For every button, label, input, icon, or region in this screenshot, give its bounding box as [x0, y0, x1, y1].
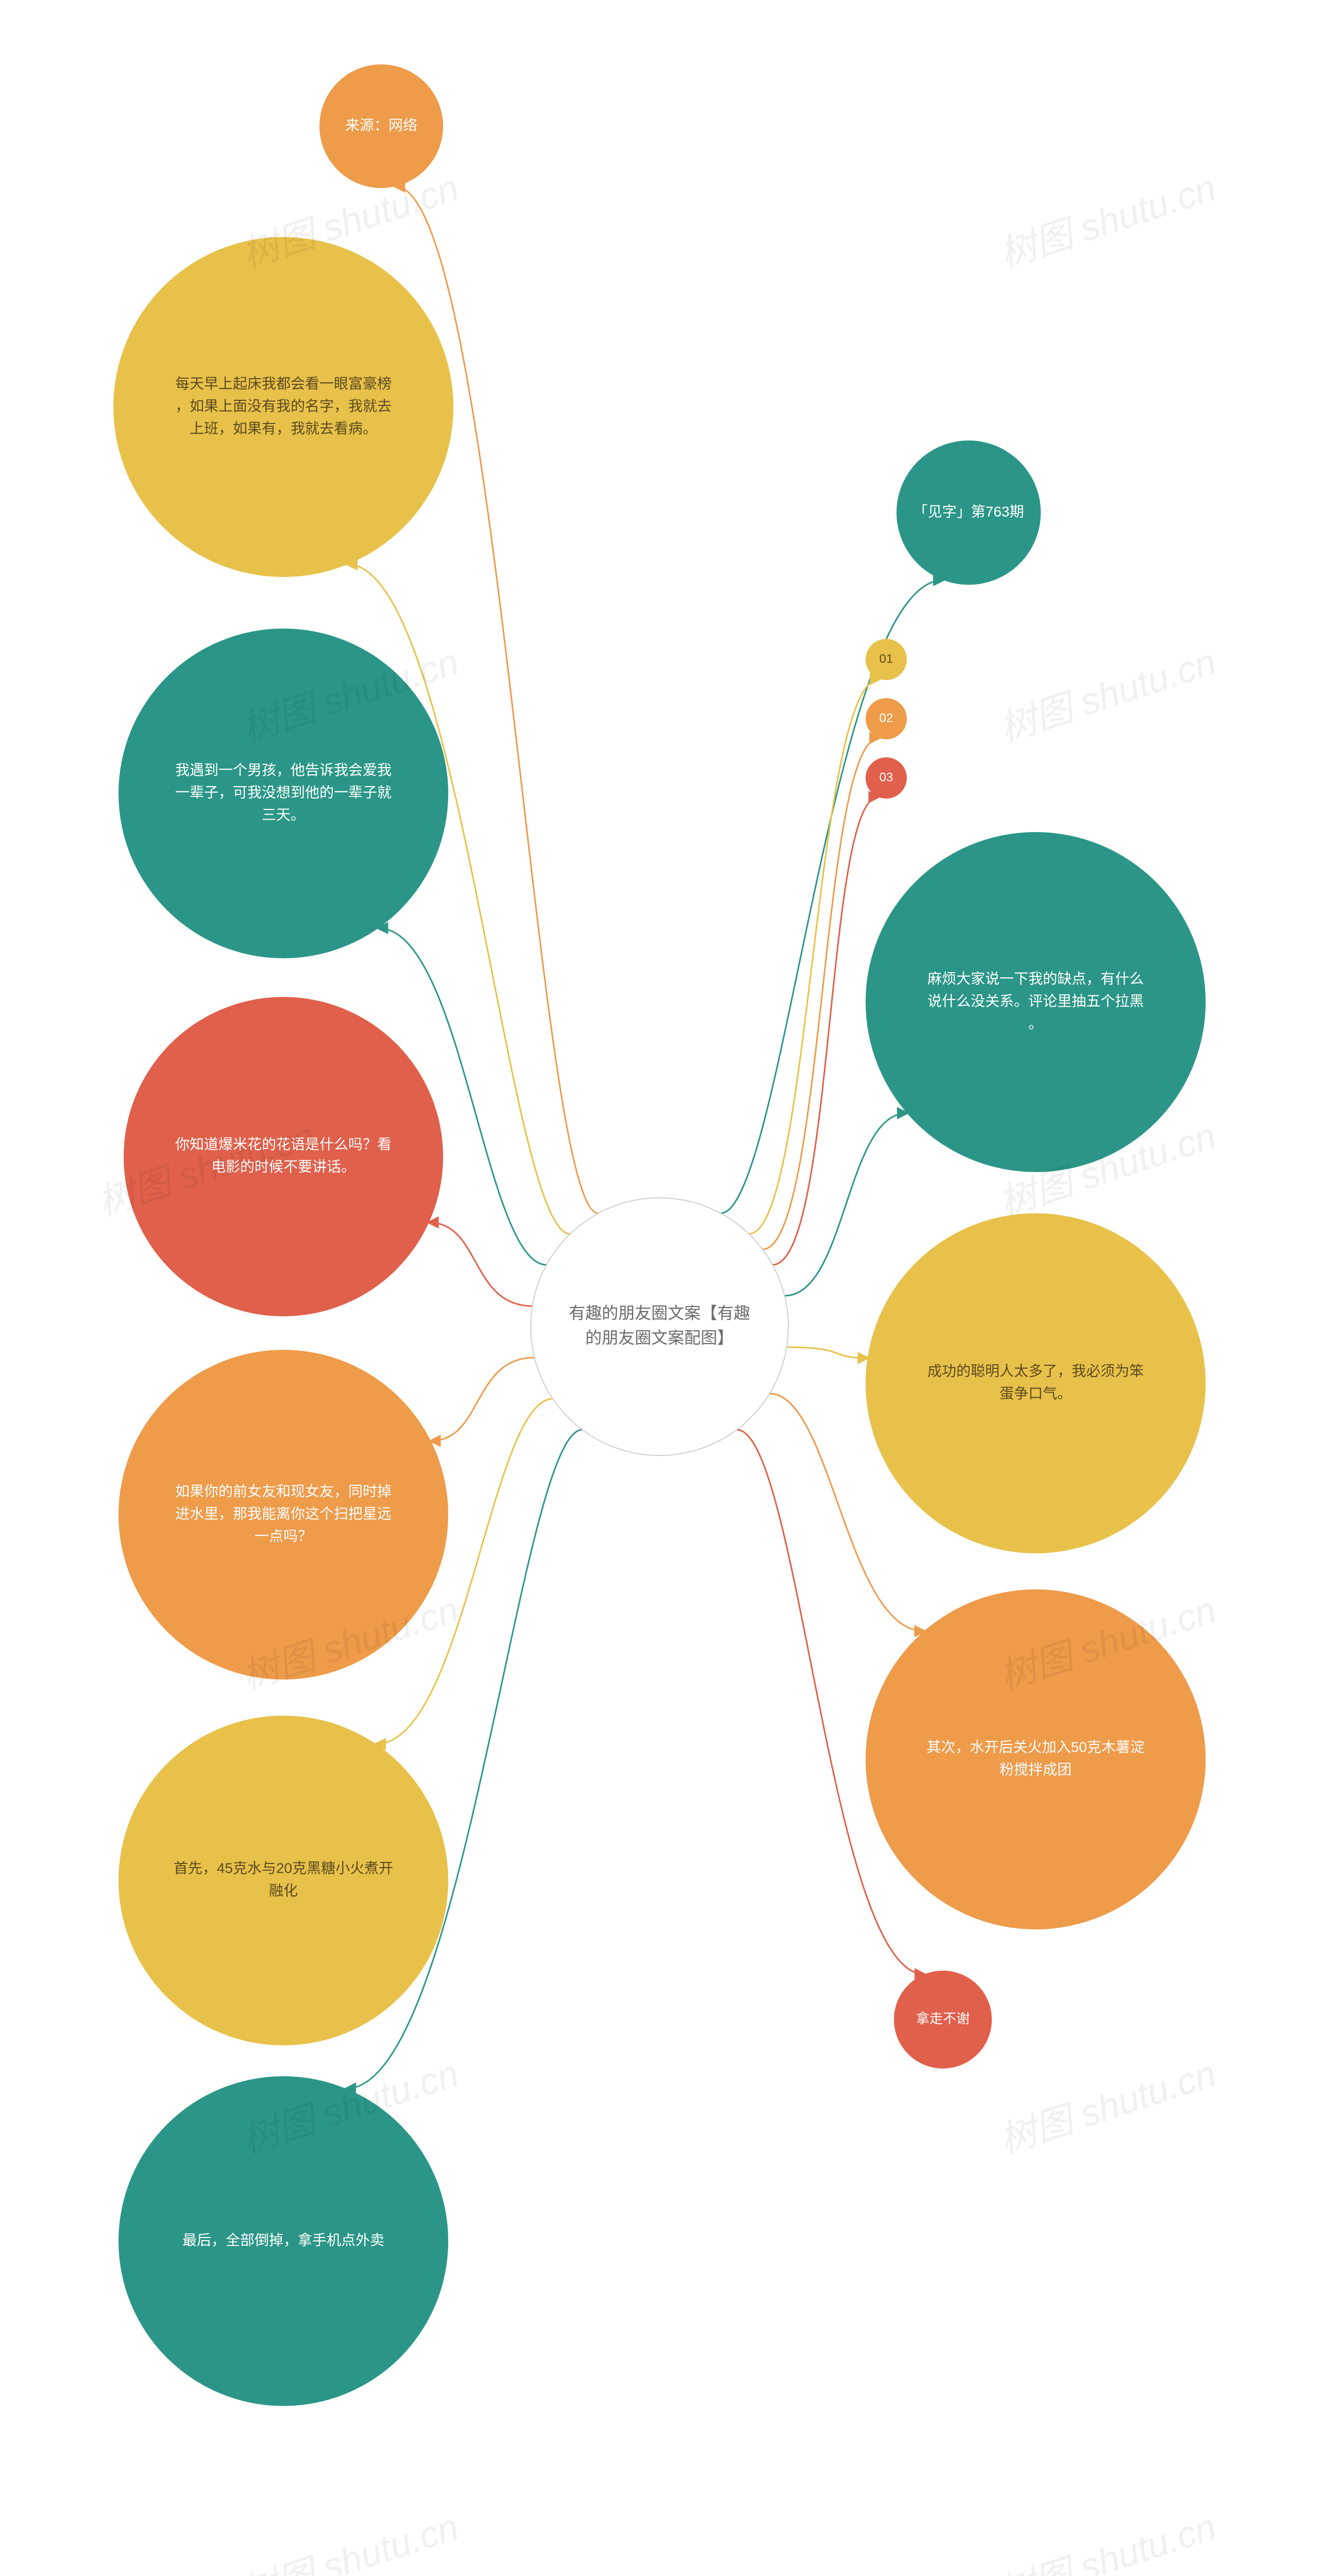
node-label-line: 拿走不谢 — [916, 2011, 970, 2026]
node-rightTitle[interactable]: 「见字」第763期 — [897, 440, 1041, 585]
node-right2[interactable]: 成功的聪明人太多了，我必须为笨蛋争口气。 — [866, 1213, 1206, 1553]
node-label-line: 首先，45克水与20克黑糖小火煮开 — [174, 1860, 393, 1876]
mindmap-canvas: 来源：网络每天早上起床我都会看一眼富豪榜 ，如果上面没有我的名字，我就去上班，如果… — [0, 0, 1319, 2576]
center-title-line: 有趣的朋友圈文案【有趣 — [569, 1303, 750, 1322]
node-label-line: 麻烦大家说一下我的缺点，有什么 — [927, 971, 1144, 987]
node-right1[interactable]: 麻烦大家说一下我的缺点，有什么说什么没关系。评论里抽五个拉黑。 — [866, 832, 1206, 1172]
node-label-line: 一辈子，可我没想到他的一辈子就 — [175, 784, 392, 800]
center-title-line: 的朋友圈文案配图】 — [585, 1328, 734, 1347]
node-label-line: 如果你的前女友和现女友，同时掉 — [175, 1483, 392, 1499]
node-left5[interactable]: 首先，45克水与20克黑糖小火煮开融化 — [119, 1716, 448, 2045]
node-label-line: 上班，如果有，我就去看病。 — [190, 420, 377, 436]
node-label-line: 三天。 — [262, 807, 305, 823]
node-rightSmall[interactable]: 拿走不谢 — [894, 1971, 992, 2069]
node-source[interactable]: 来源：网络 — [319, 64, 443, 188]
node-label-line: ，如果上面没有我的名字，我就去 — [175, 398, 392, 414]
node-label-line: 每天早上起床我都会看一眼富豪榜 — [175, 376, 392, 392]
node-num01[interactable]: 01 — [866, 639, 907, 680]
node-label-line: 我遇到一个男孩，他告诉我会爱我 — [175, 762, 392, 778]
node-label-line: 进水里，那我能离你这个扫把星远 — [175, 1505, 392, 1521]
node-left1[interactable]: 每天早上起床我都会看一眼富豪榜 ，如果上面没有我的名字，我就去上班，如果有，我就去… — [113, 237, 453, 577]
center-node[interactable]: 有趣的朋友圈文案【有趣的朋友圈文案配图】 — [531, 1198, 788, 1455]
node-label-line: 粉搅拌成团 — [1000, 1761, 1072, 1777]
node-label-line: 融化 — [269, 1883, 298, 1899]
node-label-line: 说什么没关系。评论里抽五个拉黑 — [927, 993, 1144, 1009]
node-label-line: 一点吗？ — [255, 1528, 312, 1544]
node-label-line: 「见字」第763期 — [914, 503, 1024, 519]
node-label-line: 蛋争口气。 — [1000, 1385, 1072, 1401]
node-label-line: 。 — [1028, 1015, 1043, 1031]
node-label-line: 03 — [880, 770, 893, 784]
node-num03[interactable]: 03 — [866, 757, 907, 799]
node-label-line: 02 — [880, 711, 893, 725]
node-label-line: 最后，全部倒掉，拿手机点外卖 — [182, 2232, 384, 2248]
node-num02[interactable]: 02 — [866, 698, 907, 739]
node-label: 来源：网络 — [345, 117, 417, 133]
node-label-line: 成功的聪明人太多了，我必须为笨 — [927, 1363, 1144, 1379]
node-label-line: 01 — [880, 652, 893, 666]
node-label-line: 其次，水开后关火加入50克木薯淀 — [926, 1739, 1144, 1755]
